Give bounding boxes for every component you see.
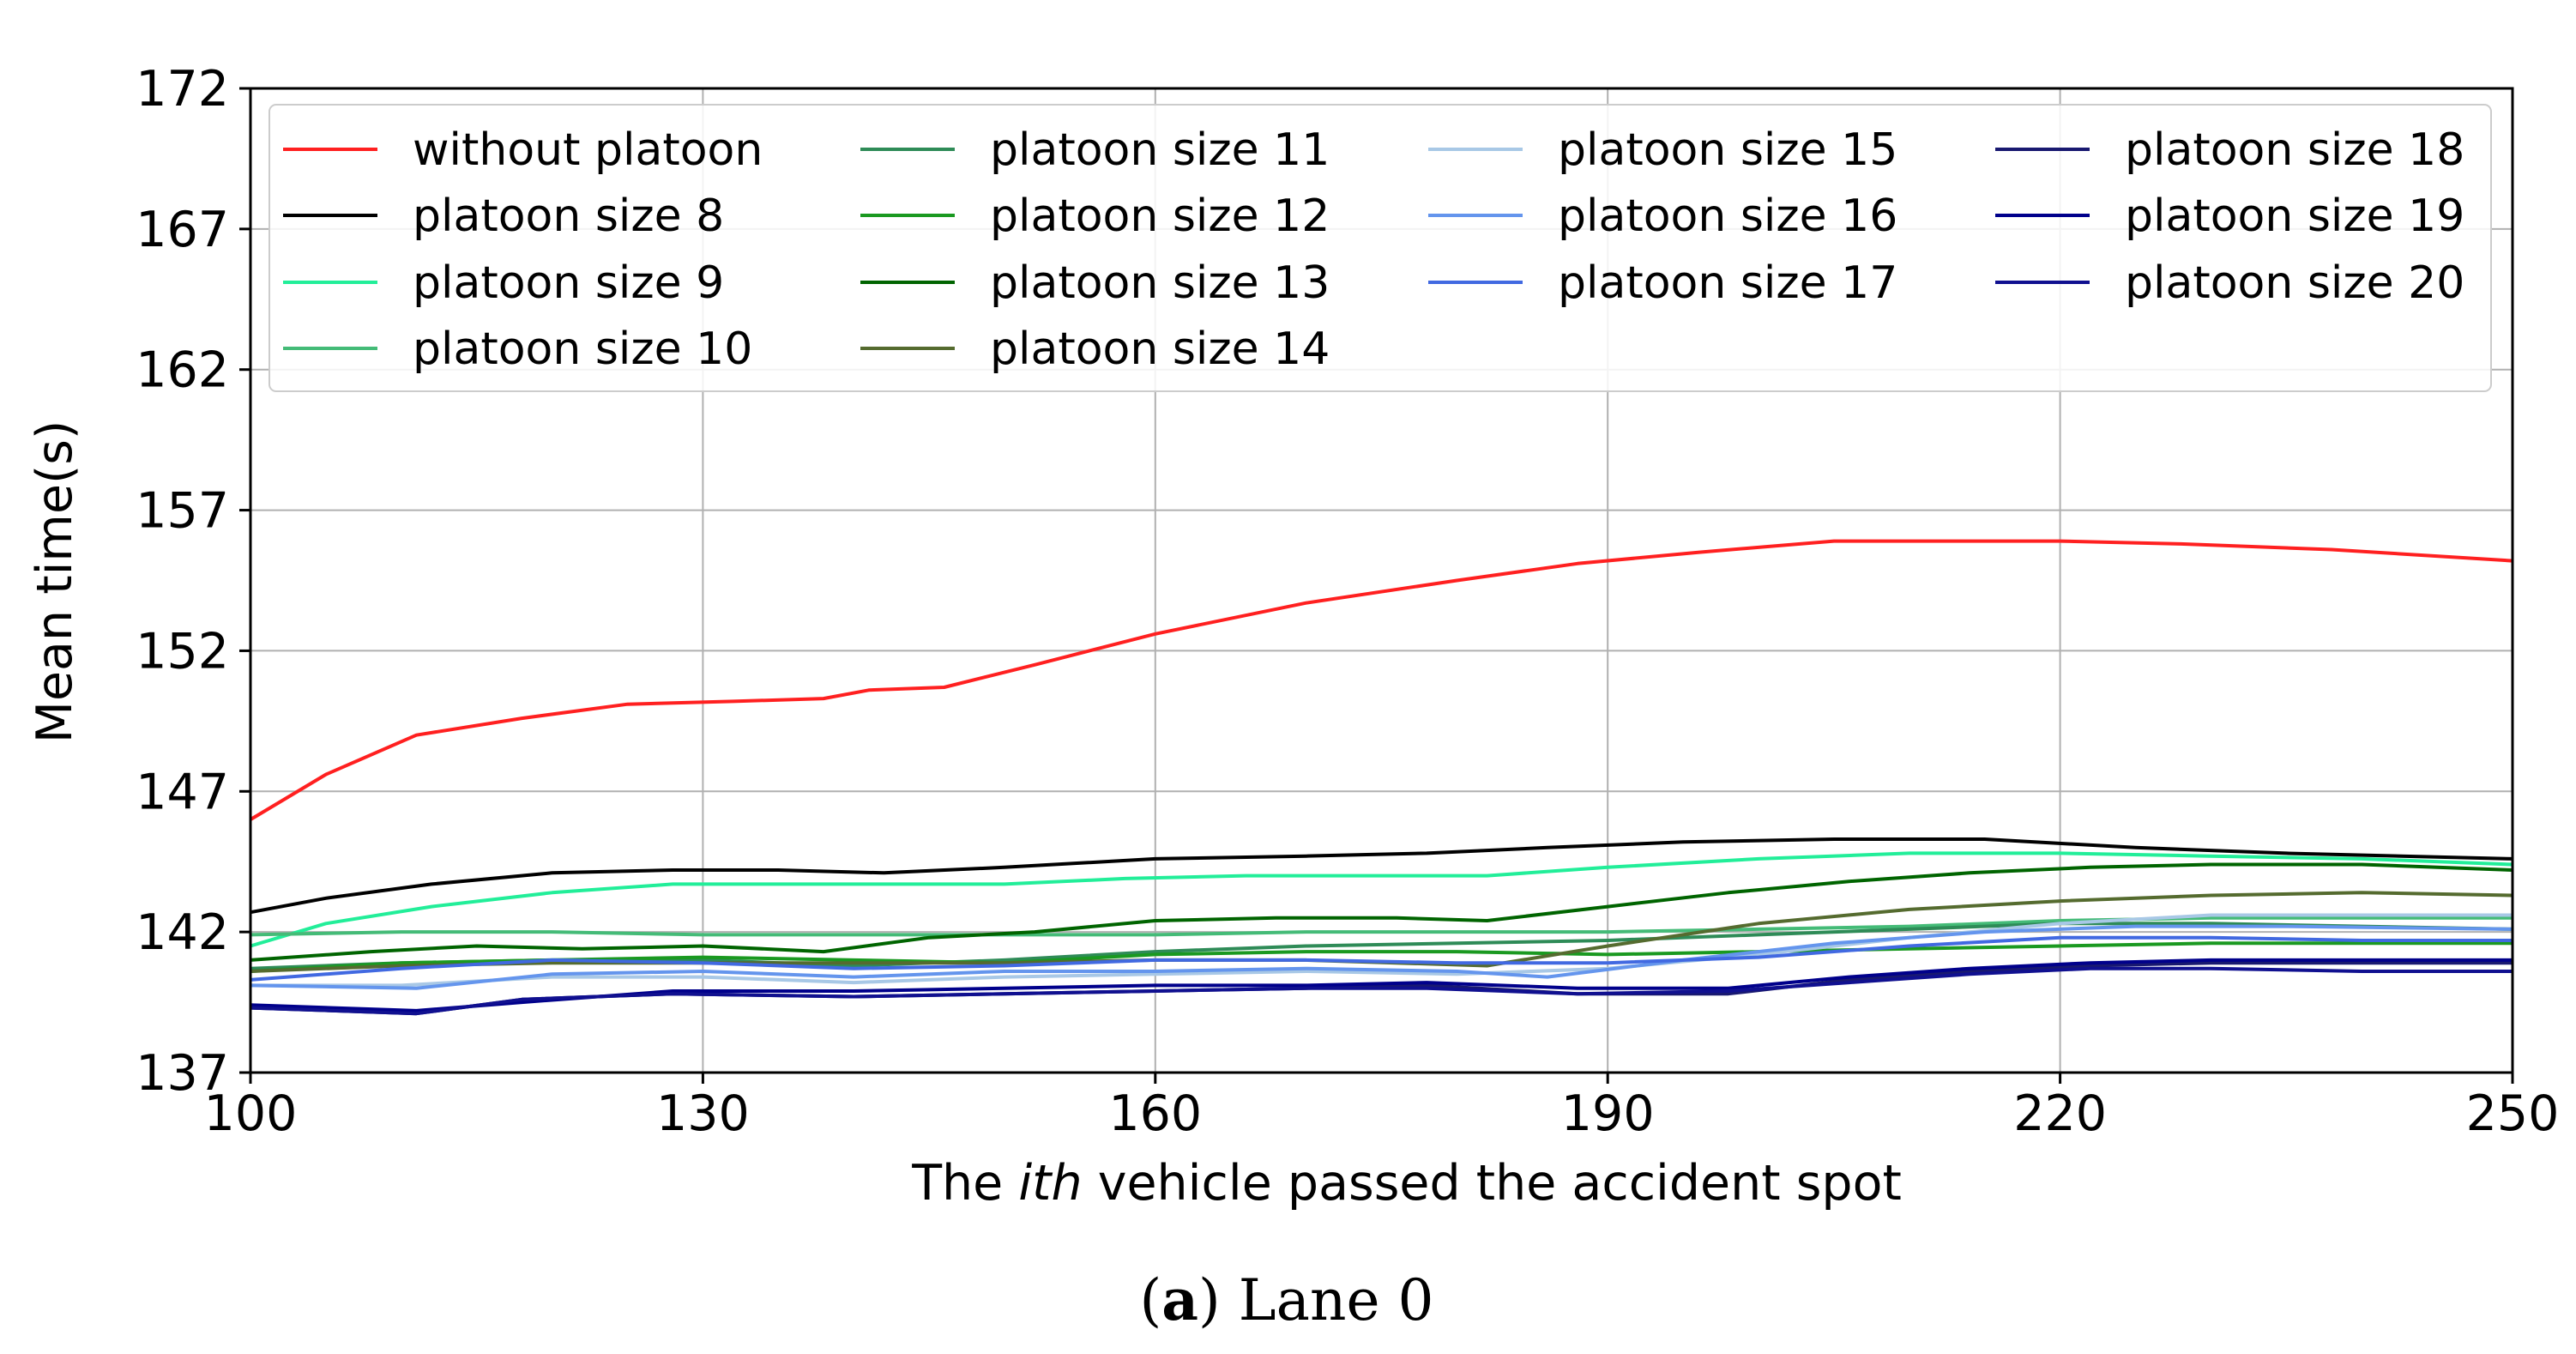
series-line [250,924,2513,990]
y-tick-label: 147 [136,764,229,820]
axis-ticks: 100 130 160 190 220 250 137 142 147 152 157 162 167 1… [136,61,2559,1142]
series-line [250,862,2513,962]
legend-label: platoon size 18 [2125,124,2464,176]
series-line [250,935,2513,982]
y-tick-label: 172 [136,61,229,118]
x-tick-label: 160 [1108,1085,1202,1142]
series-lines [249,539,2513,1016]
caption-panel-letter: a [1161,1266,1198,1333]
legend: without platoon platoon size 8 platoon siz… [268,104,2492,392]
y-tick-label: 152 [136,623,229,680]
legend-label: without platoon [413,124,763,176]
legend-label: platoon size 19 [2125,190,2464,242]
y-tick-label: 137 [136,1045,229,1102]
y-tick-label: 167 [136,202,229,258]
legend-label: platoon size 10 [413,323,752,375]
legend-label: platoon size 9 [413,257,724,309]
legend-label: platoon size 20 [2125,257,2464,309]
plot-frame [249,87,2514,1074]
legend-label: platoon size 14 [990,323,1330,375]
x-axis-title: The ith vehicle passed the accident spot [911,1155,1902,1212]
caption-text: Lane 0 [1221,1267,1434,1333]
series-line [250,941,2513,973]
legend-label: platoon size 16 [1558,190,1897,242]
caption-close-paren: ) [1198,1267,1221,1333]
x-tick-label: 220 [2013,1085,2107,1142]
x-tick-label: 250 [2466,1085,2560,1142]
legend-label: platoon size 15 [1558,124,1897,176]
x-tick-label: 190 [1561,1085,1655,1142]
legend-label: platoon size 17 [1558,257,1897,309]
legend-label: platoon size 8 [413,190,724,242]
y-tick-label: 142 [136,904,229,961]
series-line [250,851,2513,948]
series-line [249,539,2513,821]
x-tick-label: 100 [204,1085,298,1142]
series-line [250,913,2513,988]
y-tick-label: 157 [136,483,229,540]
caption-open-paren: ( [1140,1267,1162,1333]
figure-caption: (a) Lane 0 [1140,1266,1434,1333]
legend-label: platoon size 11 [990,124,1330,176]
series-line [250,966,2513,1016]
series-line [250,837,2513,915]
y-tick-label: 162 [136,342,229,399]
x-axis-title-part-2: vehicle passed the accident spot [1083,1155,1902,1212]
legend-label: platoon size 13 [990,257,1330,309]
y-axis-title: Mean time(s) [27,420,83,743]
x-axis-title-italic: ith [1018,1155,1082,1212]
legend-label: platoon size 12 [990,190,1330,242]
x-axis-title-part-1: The [911,1155,1018,1212]
x-tick-label: 130 [656,1085,750,1142]
legend-box [268,104,2492,392]
